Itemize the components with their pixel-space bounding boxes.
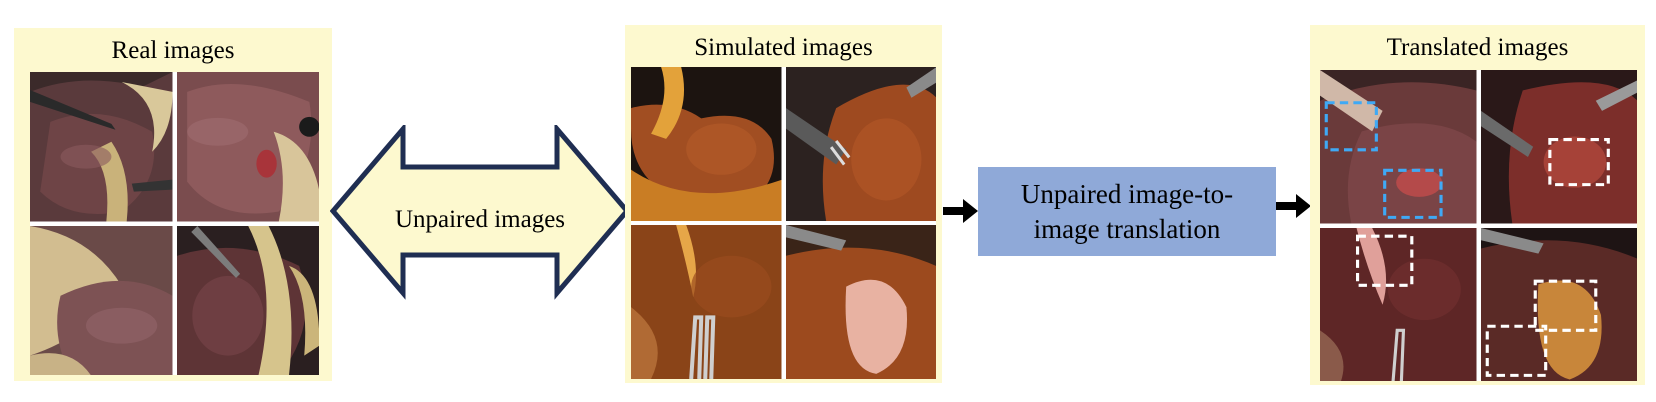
translation-label: Unpaired image-to-image translation	[1020, 178, 1234, 244]
translated-images-title: Translated images	[1386, 34, 1569, 61]
simulated-images-title: Simulated images	[694, 34, 873, 61]
real-images-panel: Real images	[14, 28, 332, 381]
simulated-image-2	[785, 67, 936, 221]
translated-image-3	[1320, 227, 1477, 381]
translated-images-grid	[1320, 70, 1637, 381]
real-image-4	[176, 225, 319, 375]
simulated-images-grid	[631, 67, 936, 379]
real-images-title: Real images	[111, 37, 235, 64]
simulated-images-panel: Simulated images	[625, 25, 942, 383]
real-image-3	[30, 225, 173, 375]
real-images-grid	[30, 72, 319, 375]
right-arrow-icon	[943, 199, 978, 223]
simulated-image-1	[631, 67, 782, 221]
unpaired-images-label: Unpaired images	[394, 206, 566, 233]
translation-box: Unpaired image-to-image translation	[978, 167, 1276, 256]
translated-image-1	[1320, 70, 1477, 224]
translated-images-panel: Translated images	[1310, 25, 1645, 385]
translated-image-4	[1480, 227, 1637, 381]
simulated-image-4	[785, 225, 936, 379]
right-arrow-icon	[1276, 194, 1311, 218]
real-image-2	[176, 72, 319, 222]
real-image-1	[30, 72, 173, 222]
translated-image-2	[1480, 70, 1637, 224]
simulated-image-3	[631, 225, 782, 379]
